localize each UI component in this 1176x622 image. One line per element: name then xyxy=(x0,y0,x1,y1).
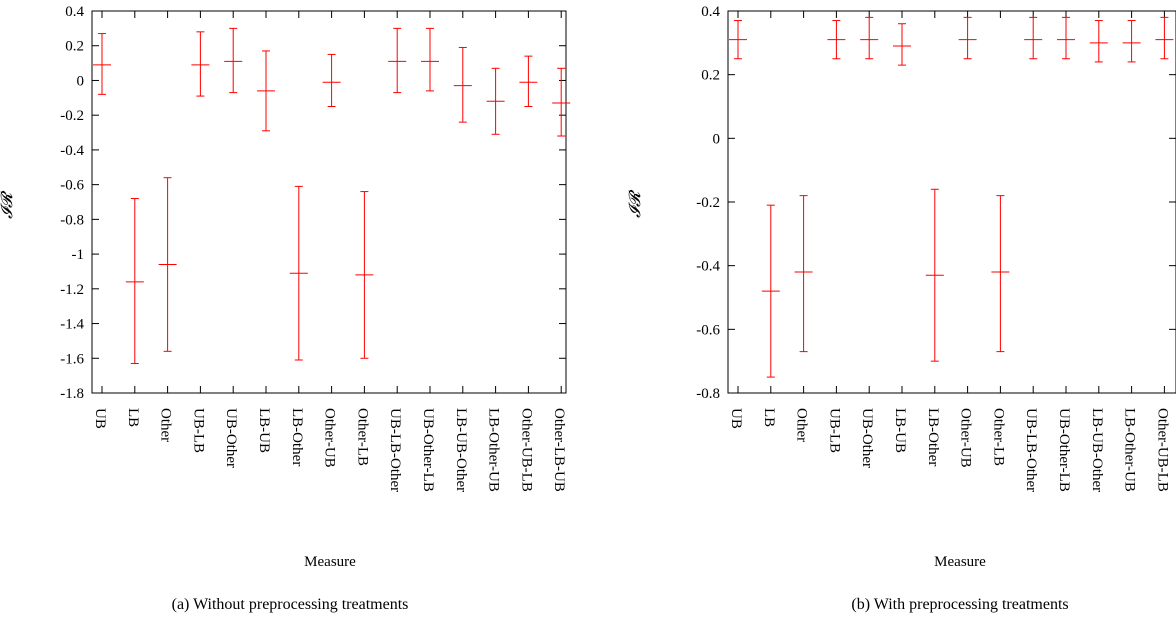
y-tick-label: -1.4 xyxy=(60,317,84,333)
error-bar xyxy=(958,16,977,60)
error-bar xyxy=(257,50,275,132)
error-bar xyxy=(827,20,846,60)
x-tick-label: Other-UB xyxy=(322,408,338,468)
x-tick-label: LB xyxy=(125,408,141,427)
x-tick-label: LB-Other-UB xyxy=(1122,408,1138,492)
y-tick-label: -0.2 xyxy=(696,195,720,211)
x-tick-label: UB-LB-Other xyxy=(1023,408,1039,492)
error-bar xyxy=(453,46,472,123)
y-tick-label: -0.6 xyxy=(696,322,720,338)
x-tick-label: LB-Other xyxy=(925,408,941,466)
y-tick-label: 0.4 xyxy=(701,4,720,20)
error-bar xyxy=(1057,16,1075,60)
y-axis-title: 𝓘𝓡 xyxy=(0,190,16,219)
x-tick-label: Other-LB xyxy=(990,408,1006,466)
x-tick-label: UB xyxy=(728,408,744,429)
x-axis-title: Measure xyxy=(304,554,356,570)
error-bar xyxy=(1155,16,1174,60)
x-tick-label: LB xyxy=(761,408,777,427)
y-tick-label: -0.8 xyxy=(60,212,84,228)
error-bar xyxy=(729,20,747,60)
error-bar xyxy=(355,191,374,359)
error-bar xyxy=(519,55,538,107)
x-tick-label: UB-LB-Other xyxy=(387,408,403,492)
x-tick-label: UB-LB xyxy=(190,408,206,453)
x-axis-title: Measure xyxy=(934,554,986,570)
y-tick-label: -0.6 xyxy=(60,178,84,194)
figure-caption: (a) Without preprocessing treatments xyxy=(172,596,409,613)
y-tick-label: -0.4 xyxy=(60,143,84,159)
x-tick-label: LB-Other-UB xyxy=(486,408,502,492)
chart-panel-a: 0.4 0.2 0 -0.2 -0.4 -0.6 -0.8 -1 -1.2 -1.4 -1.6 -1.… xyxy=(0,4,571,613)
error-bar xyxy=(1122,20,1141,63)
figure-caption: (b) With preprocessing treatments xyxy=(851,596,1068,613)
error-bar xyxy=(925,188,944,362)
error-bar xyxy=(421,27,439,92)
error-bar xyxy=(388,27,407,94)
y-tick-label: 0 xyxy=(77,73,85,89)
error-bar xyxy=(158,177,177,352)
error-bar xyxy=(860,16,879,60)
x-tick-label: UB-Other-LB xyxy=(420,408,436,492)
error-bar xyxy=(761,204,780,378)
y-tick-label: -1.6 xyxy=(60,351,84,367)
x-tick-label: UB-Other-LB xyxy=(1056,408,1072,492)
error-bar xyxy=(991,195,1010,353)
x-tick-label: Other-LB xyxy=(354,408,370,466)
x-tick-label: Other-UB xyxy=(958,408,974,468)
x-tick-label: UB-LB xyxy=(826,408,842,453)
error-bar xyxy=(1089,20,1108,63)
y-tick-label: -1.8 xyxy=(60,386,84,402)
x-tick-label: LB-UB-Other xyxy=(1089,408,1105,492)
y-tick-label: -0.4 xyxy=(696,259,720,275)
error-bar xyxy=(289,185,308,361)
x-tick-label: LB-Other xyxy=(289,408,305,466)
error-bar xyxy=(893,23,911,66)
error-bar xyxy=(486,67,505,135)
error-bar xyxy=(224,27,243,94)
y-tick-label: 0 xyxy=(713,131,721,147)
error-bar xyxy=(93,33,111,95)
chart-panel-b: 0.4 0.2 0 -0.2 -0.4 -0.6 -0.8 UB LB Other UB-LB UB-… xyxy=(627,4,1176,613)
y-tick-label: -0.2 xyxy=(60,108,84,124)
y-axis-title: 𝓘𝓡 xyxy=(627,189,644,218)
error-bar xyxy=(191,31,210,97)
y-tick-label: -1.2 xyxy=(60,282,84,298)
y-tick-label: -1 xyxy=(72,247,85,263)
x-tick-label: Other xyxy=(794,408,810,442)
error-bar xyxy=(1024,16,1043,60)
error-bar xyxy=(794,195,813,353)
x-tick-label: LB-UB xyxy=(256,408,272,453)
x-tick-label: Other-UB-LB xyxy=(518,408,534,492)
x-tick-label: Other-UB-LB xyxy=(1154,408,1170,492)
y-tick-label: 0.4 xyxy=(65,4,84,20)
x-tick-label: UB-Other xyxy=(223,408,239,468)
x-tick-label: Other-LB-UB xyxy=(551,408,567,492)
x-tick-label: UB-Other xyxy=(859,408,875,468)
plot-frame xyxy=(91,10,567,394)
plot-frame xyxy=(727,10,1176,394)
x-tick-label: UB xyxy=(92,408,108,429)
x-tick-label: LB-UB xyxy=(892,408,908,453)
y-tick-label: -0.8 xyxy=(696,386,720,402)
y-tick-label: 0.2 xyxy=(65,39,84,55)
x-tick-label: Other xyxy=(158,408,174,442)
error-bar xyxy=(322,53,341,107)
error-bar xyxy=(125,198,144,364)
y-tick-label: 0.2 xyxy=(701,68,720,84)
x-tick-label: LB-UB-Other xyxy=(453,408,469,492)
error-bar xyxy=(552,67,571,137)
